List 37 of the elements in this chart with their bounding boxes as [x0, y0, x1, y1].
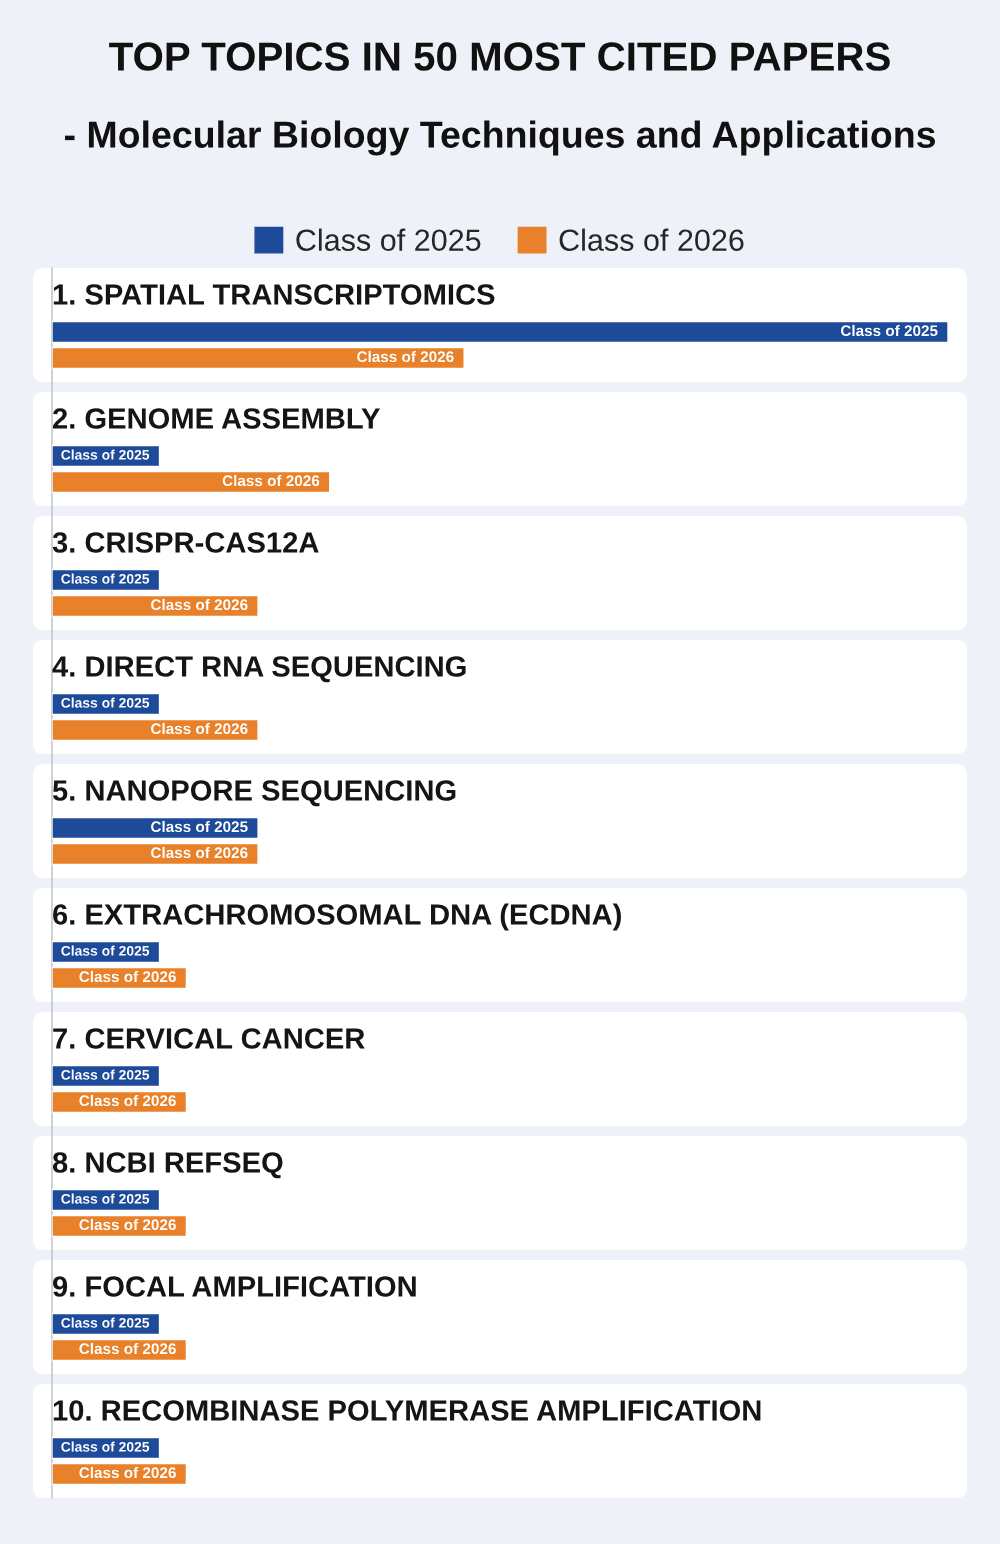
text: Class of 2026	[151, 846, 248, 859]
y-tick-label: 8. NCBI REFSEQ	[52, 1152, 283, 1179]
text: Class of 2026	[79, 1466, 176, 1479]
y-tick-label: 3. CRISPR-CAS12A	[52, 532, 319, 553]
bar	[52, 346, 465, 370]
bar	[52, 320, 948, 344]
text: Class of 2025	[61, 449, 150, 460]
y-tick-label: 1. SPATIAL TRANSCRIPTOMICS	[53, 284, 495, 305]
y-tick-label: 9. FOCAL AMPLIFICATION	[53, 1276, 416, 1297]
text: Class of 2025	[61, 1069, 150, 1080]
text: Class of 2025	[61, 697, 150, 708]
text: Class of 2026	[222, 474, 320, 487]
text: Class of 2026	[79, 1342, 176, 1355]
bar	[52, 470, 331, 494]
text: Class of 2026	[79, 970, 176, 983]
text: Class of 2026	[151, 598, 248, 611]
text: Class of 2025	[61, 1441, 150, 1452]
text: Class of 2026	[357, 350, 454, 363]
y-tick-label: 6. EXTRACHROMOSOMAL DNA (ECDNA)	[53, 903, 621, 931]
text: Class of 2025	[151, 820, 248, 833]
text: Class of 2026	[151, 722, 248, 735]
y-tick-label: 7. CERVICAL CANCER	[53, 1028, 365, 1049]
text: Class of 2025	[61, 945, 150, 956]
text: Class of 2026	[79, 1094, 176, 1107]
text: Class of 2026	[79, 1218, 176, 1231]
text: Class of 2025	[61, 1317, 150, 1328]
y-tick-label: 2. GENOME ASSEMBLY	[53, 408, 380, 429]
y-tick-label: 10. RECOMBINASE POLYMERASE AMPLIFICATION	[53, 1400, 761, 1421]
y-tick-label: 5. NANOPORE SEQUENCING	[52, 780, 456, 807]
legend-label: Class of 2026	[559, 228, 744, 252]
y-tick-label: 4. DIRECT RNA SEQUENCING	[52, 656, 466, 683]
text: Class of 2025	[61, 573, 150, 584]
chart-subtitle: - Molecular Biology Techniques and Applications	[64, 120, 936, 156]
legend-label: Class of 2025	[296, 228, 481, 252]
text: Class of 2025	[840, 324, 938, 337]
chart-title: TOP TOPICS IN 50 MOST CITED PAPERS	[109, 42, 890, 71]
text: Class of 2025	[61, 1193, 150, 1204]
